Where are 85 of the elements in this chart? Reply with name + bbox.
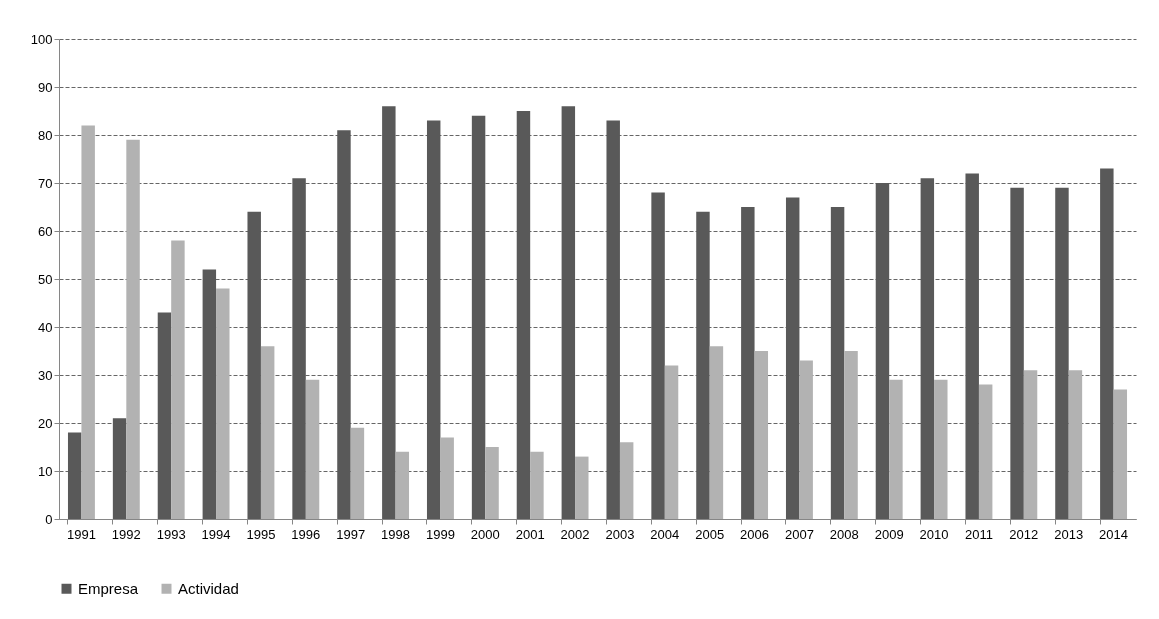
x-tick-label: 2013 xyxy=(1054,526,1084,542)
bar xyxy=(1023,370,1038,519)
bar xyxy=(606,120,620,519)
bar xyxy=(934,379,948,519)
x-tick-label: 1998 xyxy=(381,526,411,542)
bar xyxy=(382,106,396,519)
y-tick-label: 40 xyxy=(38,319,53,335)
bar xyxy=(516,111,531,519)
bar xyxy=(664,365,679,519)
bar xyxy=(426,120,441,519)
bar xyxy=(260,346,275,519)
bar xyxy=(440,437,454,519)
bar xyxy=(754,351,769,519)
bar xyxy=(575,456,589,519)
y-tick-label: 90 xyxy=(38,79,53,95)
bar xyxy=(126,139,140,519)
bar xyxy=(171,240,185,519)
y-tick-label: 100 xyxy=(30,31,53,47)
bar xyxy=(395,451,410,519)
bar xyxy=(337,130,351,519)
y-tick-label: 0 xyxy=(45,511,53,527)
bar xyxy=(920,178,935,519)
y-tick-label: 80 xyxy=(38,127,53,143)
bar xyxy=(67,432,82,519)
bar xyxy=(875,183,890,519)
bar xyxy=(1113,389,1128,519)
bar xyxy=(247,211,261,519)
x-tick-label: 2002 xyxy=(560,526,590,542)
x-tick-label: 2003 xyxy=(605,526,635,542)
bar xyxy=(350,427,365,519)
bar xyxy=(305,379,320,519)
bar xyxy=(844,351,858,519)
bar xyxy=(292,178,306,519)
y-tick-label: 30 xyxy=(38,367,53,383)
x-tick-label: 2010 xyxy=(919,526,949,542)
bar xyxy=(112,418,127,519)
x-tick-label: 2014 xyxy=(1099,526,1129,542)
x-tick-label: 2006 xyxy=(740,526,770,542)
bar xyxy=(799,360,813,519)
bar xyxy=(965,173,979,519)
x-tick-label: 2000 xyxy=(470,526,500,542)
legend-label: Empresa xyxy=(78,579,139,597)
x-tick-label: 2004 xyxy=(650,526,680,542)
bar xyxy=(889,379,903,519)
y-tick-label: 50 xyxy=(38,271,53,287)
x-tick-label: 2005 xyxy=(695,526,725,542)
x-tick-label: 2008 xyxy=(829,526,859,542)
legend-label: Actividad xyxy=(178,579,239,597)
x-tick-label: 1994 xyxy=(201,526,231,542)
bar xyxy=(530,451,544,519)
bar xyxy=(81,125,95,519)
bar xyxy=(471,115,486,519)
x-tick-label: 2009 xyxy=(874,526,904,542)
bar xyxy=(830,207,845,519)
x-tick-label: 2012 xyxy=(1009,526,1039,542)
bar xyxy=(741,207,755,519)
bar xyxy=(1055,187,1069,519)
bar xyxy=(216,288,230,519)
bar xyxy=(157,312,172,519)
bar xyxy=(1068,370,1083,519)
bar xyxy=(696,211,710,519)
x-tick-label: 1999 xyxy=(425,526,455,542)
bar xyxy=(785,197,800,519)
y-tick-label: 70 xyxy=(38,175,53,191)
x-tick-label: 2011 xyxy=(964,526,993,542)
y-tick-label: 60 xyxy=(38,223,53,239)
bar xyxy=(202,269,217,519)
y-tick-label: 20 xyxy=(38,415,53,431)
x-tick-label: 1991 xyxy=(66,526,96,542)
y-tick-label: 10 xyxy=(38,463,53,479)
x-tick-label: 1992 xyxy=(111,526,141,542)
x-tick-label: 1995 xyxy=(246,526,276,542)
x-tick-label: 1996 xyxy=(291,526,321,542)
bar xyxy=(978,384,993,519)
bar xyxy=(1100,168,1114,519)
x-tick-label: 1997 xyxy=(336,526,366,542)
bar xyxy=(485,447,499,519)
bar xyxy=(1010,187,1024,519)
bar xyxy=(619,442,634,519)
bar xyxy=(651,192,665,519)
x-tick-label: 2001 xyxy=(515,526,545,542)
x-tick-label: 1993 xyxy=(156,526,186,542)
bar xyxy=(709,346,724,519)
x-tick-label: 2007 xyxy=(784,526,814,542)
bar xyxy=(561,106,576,519)
